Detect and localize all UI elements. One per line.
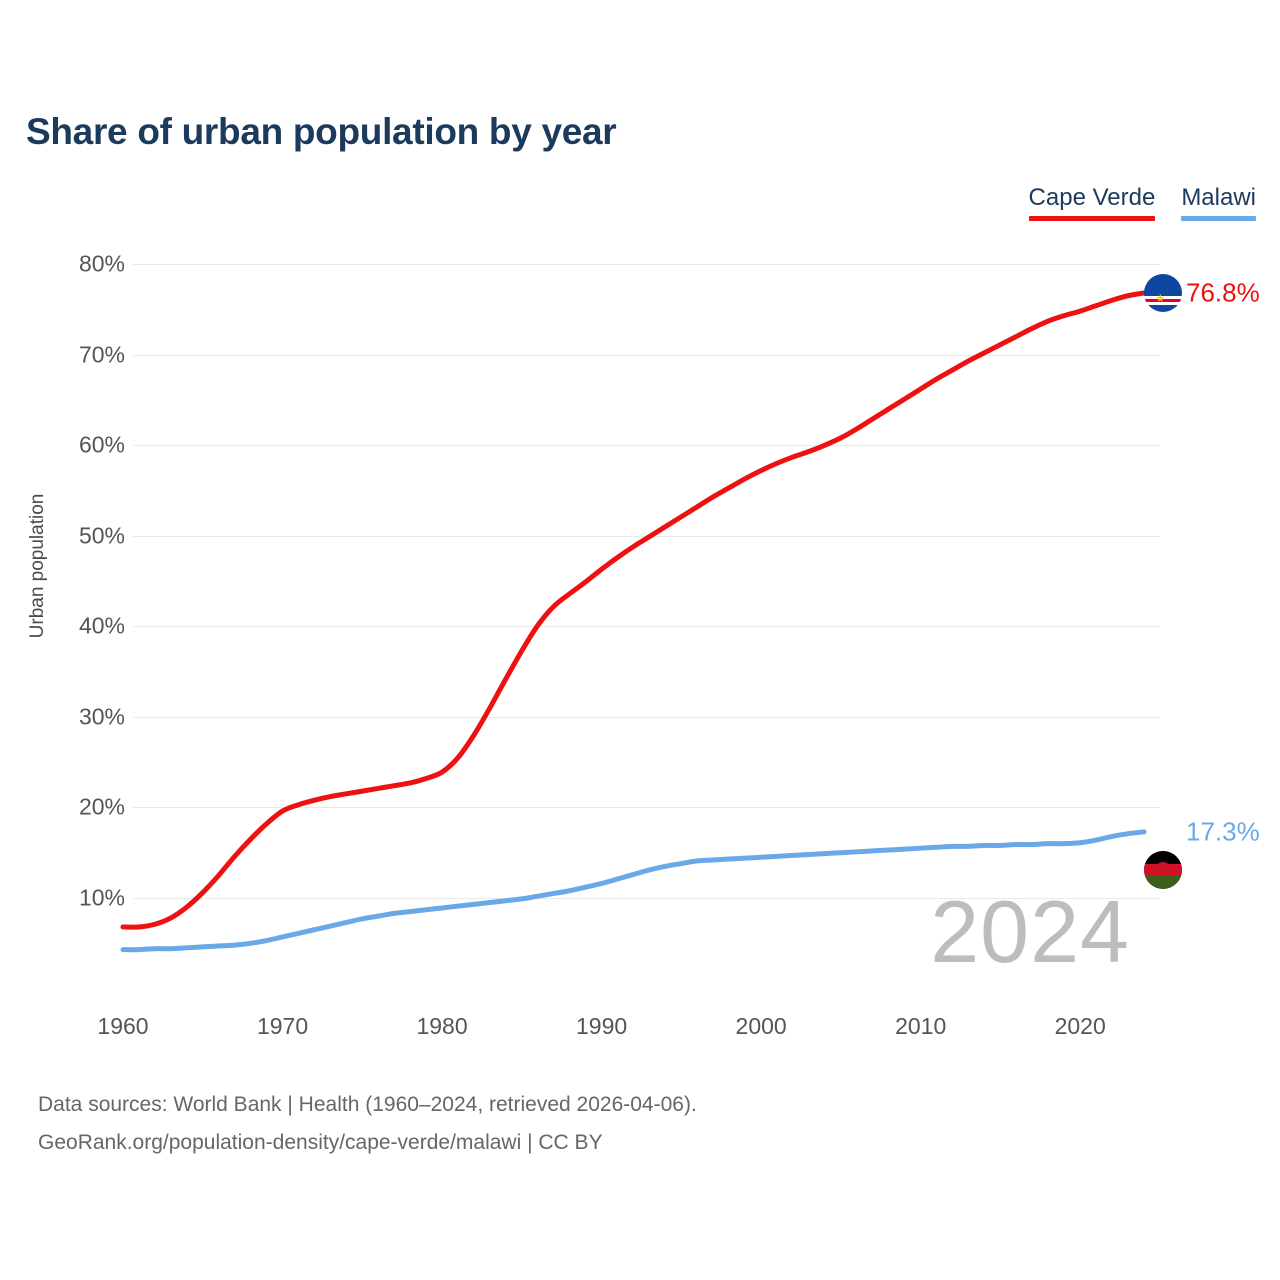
gridline-70 (133, 354, 1160, 356)
x-tick-label-2020: 2020 (1054, 1013, 1106, 1039)
y-tick-label-70: 70% (78, 341, 125, 368)
mw-stripe-green (1144, 876, 1182, 889)
legend-label-cape-verde: Cape Verde (1028, 184, 1156, 211)
legend-item-cape-verde[interactable]: Cape Verde (1028, 184, 1156, 221)
gridline-30 (133, 716, 1160, 718)
malawi-value-label: 17.3% (1186, 816, 1260, 847)
x-tick-label-2000: 2000 (735, 1013, 787, 1039)
chart-legend: Cape Verde Malawi (1028, 184, 1256, 221)
y-tick-label-80: 80% (78, 250, 125, 277)
footer-sources: Data sources: World Bank | Health (1960–… (38, 1086, 697, 1162)
y-tick-label-60: 60% (78, 431, 125, 458)
y-axis-ticks: 10% 20% 30% 40% 50% 60% 70% 80% (0, 0, 125, 1280)
x-tick-label-1970: 1970 (256, 1013, 309, 1039)
malawi-flag-icon (1144, 850, 1182, 889)
legend-item-malawi[interactable]: Malawi (1181, 184, 1256, 221)
y-tick-label-40: 40% (78, 612, 125, 639)
year-watermark: 2024 (930, 882, 1130, 981)
y-tick-label-10: 10% (78, 884, 125, 911)
gridline-40 (133, 626, 1160, 628)
cape-verde-flag-icon (1144, 273, 1182, 312)
y-tick-label-20: 20% (78, 793, 125, 820)
gridline-80 (133, 264, 1160, 265)
cape-verde-value-label: 76.8% (1186, 277, 1260, 308)
mw-sun-icon (1155, 862, 1171, 873)
y-tick-label-50: 50% (78, 522, 125, 549)
footer-line-2[interactable]: GeoRank.org/population-density/cape-verd… (38, 1131, 603, 1154)
x-tick-label-1980: 1980 (416, 1013, 468, 1039)
gridline-20 (133, 807, 1160, 809)
x-tick-label-1990: 1990 (576, 1013, 628, 1039)
legend-label-malawi: Malawi (1181, 184, 1256, 211)
legend-rule-cape-verde (1028, 216, 1156, 221)
gridline-60 (133, 445, 1160, 447)
cv-stripe-red (1144, 299, 1182, 302)
mw-stripe-black (1144, 850, 1182, 864)
line-malawi (120, 829, 1147, 953)
x-tick-label-1960: 1960 (97, 1013, 149, 1039)
footer-line-1: Data sources: World Bank | Health (1960–… (38, 1093, 697, 1116)
x-tick-label-2010: 2010 (895, 1013, 947, 1039)
y-tick-label-30: 30% (78, 703, 125, 730)
cv-stripe-white-bottom (1144, 301, 1182, 305)
legend-rule-malawi (1181, 216, 1256, 221)
gridline-10 (133, 898, 1160, 899)
line-cape-verde (120, 290, 1147, 930)
page-title: Share of urban population by year (26, 111, 617, 152)
cv-star-icon (1155, 293, 1165, 302)
